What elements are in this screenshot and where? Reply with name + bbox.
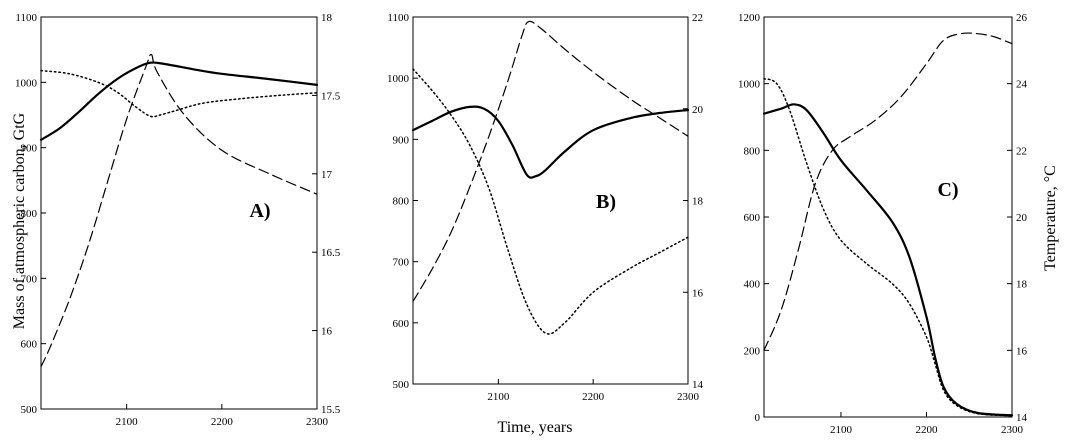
series-line-solid bbox=[411, 105, 690, 179]
y-tick-label: 400 bbox=[744, 279, 761, 291]
x-tick-label: 2100 bbox=[487, 391, 510, 403]
y2-tick-label: 16 bbox=[692, 287, 704, 299]
series-line-solid bbox=[39, 61, 319, 141]
y2-tick-label: 20 bbox=[692, 104, 704, 116]
y-tick-label: 600 bbox=[21, 339, 38, 351]
plot-frame bbox=[412, 16, 689, 385]
x-tick-label: 2300 bbox=[306, 416, 329, 428]
y2-tick-label: 26 bbox=[1016, 12, 1028, 24]
chart-panel-3: 2100 2200 2300 0 200 400 600 800 1000 1200 14 16 18 2… bbox=[738, 12, 1028, 436]
chart-panel-1: 2100 2200 2300 500 600 700 800 900 1000 1100 15.5 1… bbox=[15, 12, 341, 428]
y2-tick-label: 14 bbox=[1016, 412, 1028, 424]
y2-tick-label: 16.5 bbox=[321, 247, 341, 259]
y-tick-label: 600 bbox=[393, 318, 410, 330]
series-line-dashed bbox=[40, 53, 318, 368]
y2-tick-label: 18 bbox=[1016, 279, 1028, 291]
panel-label: C) bbox=[937, 179, 958, 201]
y-tick-label: 1100 bbox=[15, 12, 37, 24]
x-tick-label: 2200 bbox=[211, 416, 234, 428]
y-tick-label: 800 bbox=[21, 208, 38, 220]
y2-tick-label: 14 bbox=[692, 379, 704, 391]
y2-tick-label: 22 bbox=[1016, 145, 1027, 157]
y-tick-label: 1100 bbox=[387, 12, 409, 24]
x-tick-label: 2100 bbox=[116, 416, 139, 428]
y2-tick-label: 18 bbox=[321, 12, 333, 24]
x-axis-label: Time, years bbox=[498, 419, 573, 436]
y2-tick-label: 16 bbox=[321, 326, 333, 338]
y-tick-label: 1000 bbox=[15, 77, 38, 89]
y2-tick-label: 15.5 bbox=[321, 404, 341, 416]
y-tick-label: 200 bbox=[744, 345, 761, 357]
y-tick-label: 500 bbox=[21, 404, 38, 416]
y-tick-label: 500 bbox=[393, 379, 410, 391]
y-tick-label: 900 bbox=[21, 143, 38, 155]
series-line-dotted bbox=[763, 77, 1013, 417]
right-axis-label: Temperature, °C bbox=[1042, 165, 1059, 271]
y2-tick-label: 22 bbox=[692, 12, 703, 24]
chart-panel-2: 2100 2200 2300 500 600 700 800 900 1000 1100 14 16 1… bbox=[387, 12, 704, 403]
y-tick-label: 0 bbox=[755, 412, 761, 424]
x-tick-label: 2200 bbox=[915, 424, 938, 436]
left-axis-label: Mass of atmospheric carbon, GtG bbox=[11, 112, 28, 329]
y2-tick-label: 20 bbox=[1016, 212, 1028, 224]
y-tick-label: 900 bbox=[393, 134, 410, 146]
y2-tick-label: 17.5 bbox=[321, 90, 341, 102]
x-tick-label: 2100 bbox=[830, 424, 853, 436]
x-tick-label: 2300 bbox=[1001, 424, 1024, 436]
y-tick-label: 600 bbox=[744, 212, 761, 224]
y-tick-label: 800 bbox=[744, 145, 761, 157]
x-tick-label: 2300 bbox=[677, 391, 700, 403]
plot-frame bbox=[40, 16, 318, 410]
y-tick-label: 700 bbox=[393, 257, 410, 269]
y-tick-label: 700 bbox=[21, 273, 38, 285]
y-tick-label: 1000 bbox=[387, 73, 410, 85]
series-line-solid bbox=[762, 103, 1014, 417]
y2-tick-label: 18 bbox=[692, 196, 704, 208]
chart-panels: 2100 2200 2300 500 600 700 800 900 1000 1100 15.5 1… bbox=[15, 12, 1028, 436]
y-tick-label: 1200 bbox=[738, 12, 761, 24]
y2-tick-label: 16 bbox=[1016, 345, 1028, 357]
series-line-dashed bbox=[412, 20, 689, 302]
y2-tick-label: 17 bbox=[321, 169, 333, 181]
x-tick-label: 2200 bbox=[582, 391, 605, 403]
y-tick-label: 800 bbox=[393, 196, 410, 208]
series-line-dotted bbox=[40, 69, 318, 118]
y-tick-label: 1000 bbox=[738, 79, 761, 91]
series-line-dashed bbox=[763, 32, 1013, 351]
y2-tick-label: 24 bbox=[1016, 79, 1028, 91]
panel-label: A) bbox=[249, 200, 270, 222]
series-line-dotted bbox=[412, 68, 689, 335]
panel-label: B) bbox=[596, 191, 616, 213]
